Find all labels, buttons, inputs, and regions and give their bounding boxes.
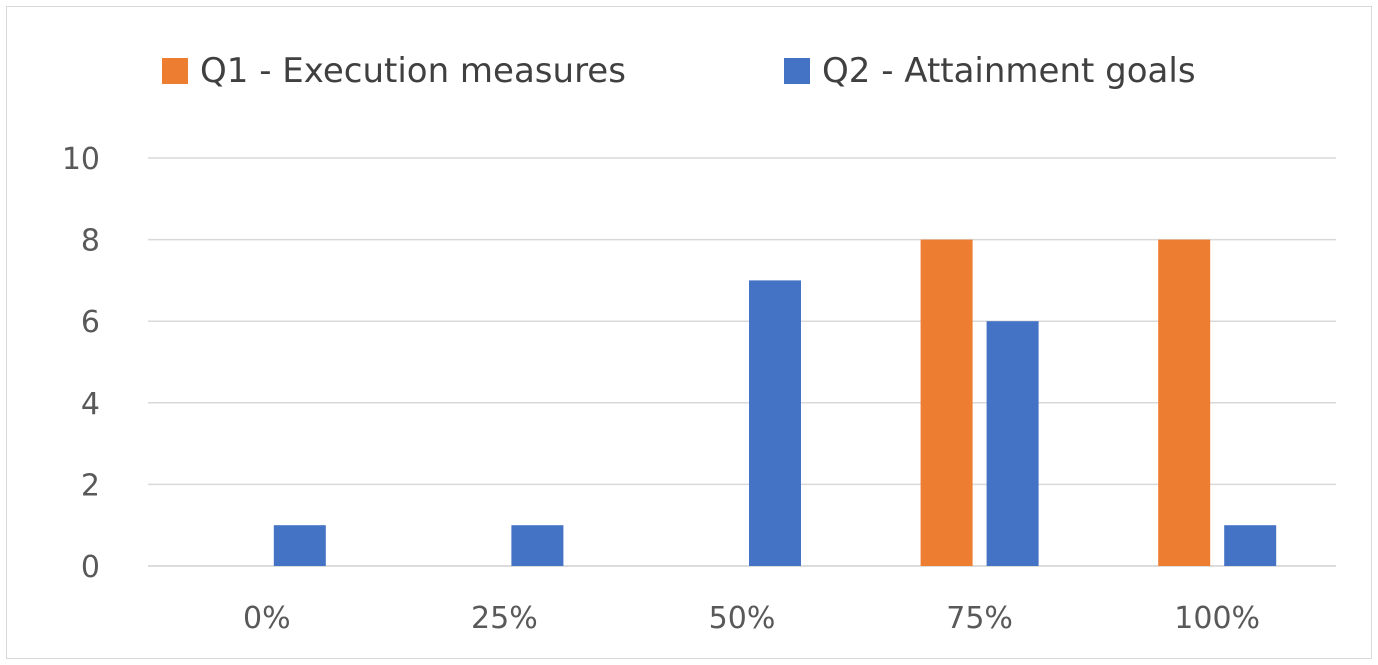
legend-label: Q2 - Attainment goals — [822, 51, 1196, 91]
y-tick-label: 2 — [81, 468, 100, 503]
legend: Q1 - Execution measures Q2 - Attainment g… — [162, 51, 1196, 91]
x-category-label: 75% — [946, 601, 1013, 636]
bar-q1-4 — [1158, 239, 1211, 566]
chart-frame — [6, 6, 1372, 659]
legend-swatch — [162, 58, 188, 84]
bar-q2-0 — [273, 525, 326, 566]
bar-q1-3 — [920, 239, 973, 566]
bar-q2-3 — [986, 321, 1039, 566]
legend-swatch — [784, 58, 810, 84]
x-category-label: 100% — [1174, 601, 1260, 636]
y-tick-label: 0 — [81, 550, 100, 585]
x-category-label: 50% — [709, 601, 776, 636]
gridlines — [148, 157, 1336, 567]
y-tick-label: 8 — [81, 224, 100, 259]
y-tick-label: 6 — [81, 305, 100, 340]
bar-q2-2 — [749, 280, 801, 566]
y-tick-label: 4 — [81, 387, 100, 422]
y-tick-label: 10 — [62, 142, 100, 177]
x-category-label: 0% — [243, 601, 291, 636]
legend-label: Q1 - Execution measures — [200, 51, 626, 91]
y-axis-ticks: 0 2 4 6 8 10 — [62, 142, 100, 585]
bar-q2-1 — [511, 525, 564, 566]
bars — [273, 239, 1277, 566]
x-category-label: 25% — [471, 601, 538, 636]
x-axis-labels: 0% 25% 50% 75% 100% — [243, 601, 1260, 636]
bar-q2-4 — [1224, 525, 1277, 566]
